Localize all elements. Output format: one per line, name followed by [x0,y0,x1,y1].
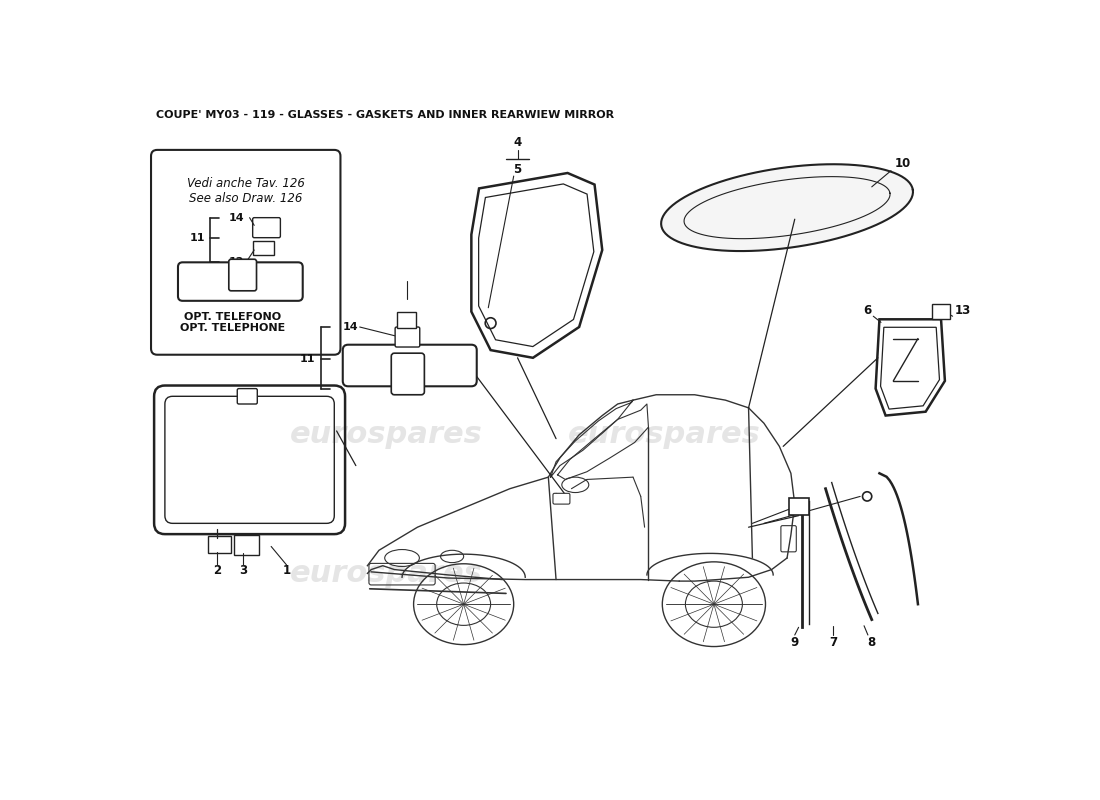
Text: 2: 2 [213,564,221,577]
FancyBboxPatch shape [178,262,303,301]
Polygon shape [661,164,913,251]
Text: Vedi anche Tav. 126: Vedi anche Tav. 126 [187,177,305,190]
FancyBboxPatch shape [253,241,274,254]
FancyBboxPatch shape [932,304,950,319]
Text: 11: 11 [299,354,315,364]
Text: 8: 8 [868,636,876,650]
FancyBboxPatch shape [392,353,425,394]
Text: 6: 6 [864,303,871,317]
FancyBboxPatch shape [208,537,231,554]
Text: 9: 9 [791,636,799,650]
Text: 4: 4 [514,136,521,149]
FancyBboxPatch shape [397,312,416,328]
Text: 7: 7 [829,636,837,650]
FancyBboxPatch shape [151,150,341,354]
FancyBboxPatch shape [234,535,258,555]
Text: 14: 14 [343,322,359,332]
Text: 10: 10 [894,158,911,170]
Text: 13: 13 [955,303,970,317]
Text: eurospares: eurospares [568,420,760,450]
Text: 14: 14 [229,213,244,222]
FancyBboxPatch shape [229,259,256,291]
FancyBboxPatch shape [789,498,808,515]
Text: eurospares: eurospares [290,559,483,588]
Text: 1: 1 [283,564,290,577]
FancyBboxPatch shape [553,494,570,504]
Text: See also Draw. 126: See also Draw. 126 [189,192,302,206]
Text: 5: 5 [514,163,521,177]
Text: OPT. TELEPHONE: OPT. TELEPHONE [180,323,285,333]
Text: COUPE' MY03 - 119 - GLASSES - GASKETS AND INNER REARWIEW MIRROR: COUPE' MY03 - 119 - GLASSES - GASKETS AN… [156,110,614,120]
FancyBboxPatch shape [253,218,280,238]
Text: 3: 3 [240,564,248,577]
FancyBboxPatch shape [238,389,257,404]
Text: 11: 11 [189,234,205,243]
Text: OPT. TELEFONO: OPT. TELEFONO [184,312,282,322]
FancyBboxPatch shape [395,327,420,347]
Text: eurospares: eurospares [290,420,483,450]
Text: 12: 12 [229,257,244,266]
FancyBboxPatch shape [343,345,476,386]
